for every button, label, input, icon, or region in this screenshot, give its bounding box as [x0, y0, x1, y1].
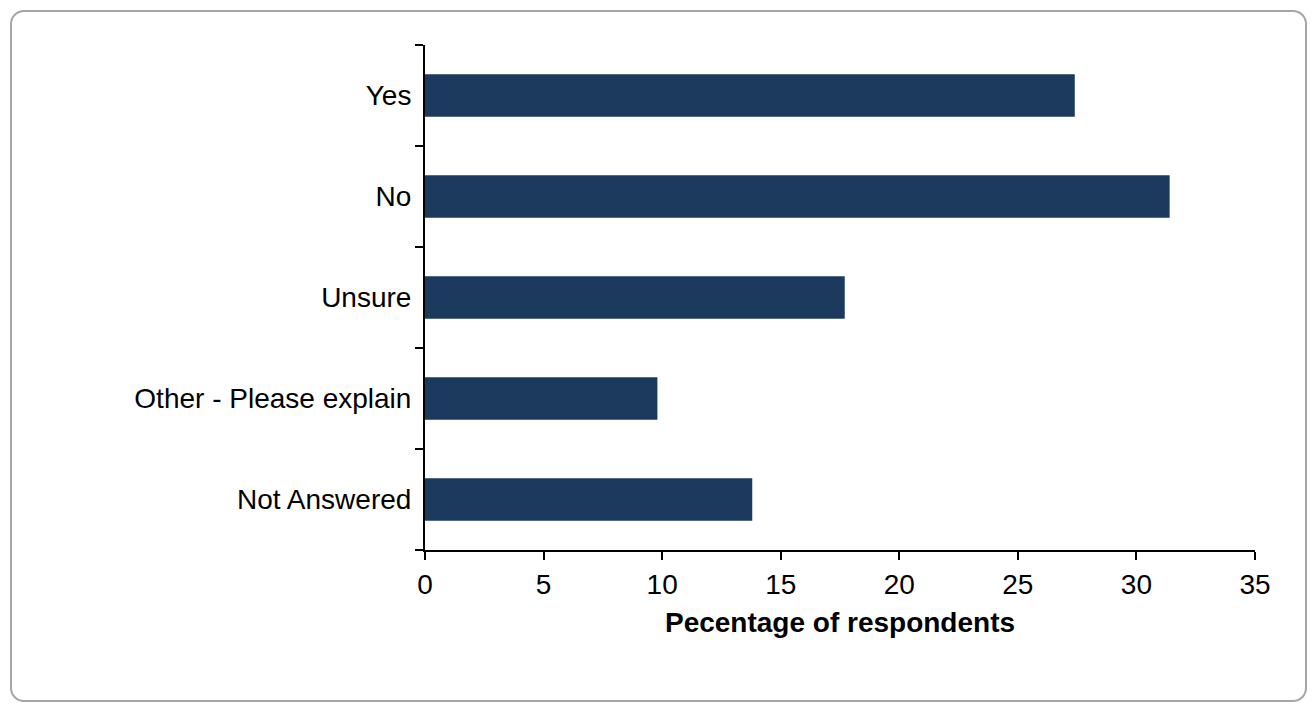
svg-text:20: 20	[884, 569, 915, 600]
svg-text:Pecentage of respondents: Pecentage of respondents	[665, 607, 1015, 638]
svg-text:0: 0	[417, 569, 433, 600]
svg-text:35: 35	[1239, 569, 1270, 600]
svg-text:Yes: Yes	[366, 80, 412, 111]
svg-text:Not Answered: Not Answered	[237, 484, 411, 515]
svg-text:No: No	[376, 181, 412, 212]
svg-text:25: 25	[1002, 569, 1033, 600]
svg-text:15: 15	[765, 569, 796, 600]
svg-text:5: 5	[536, 569, 552, 600]
svg-text:10: 10	[647, 569, 678, 600]
svg-text:Unsure: Unsure	[321, 282, 411, 313]
svg-text:30: 30	[1121, 569, 1152, 600]
svg-text:Other - Please explain: Other - Please explain	[134, 383, 411, 414]
